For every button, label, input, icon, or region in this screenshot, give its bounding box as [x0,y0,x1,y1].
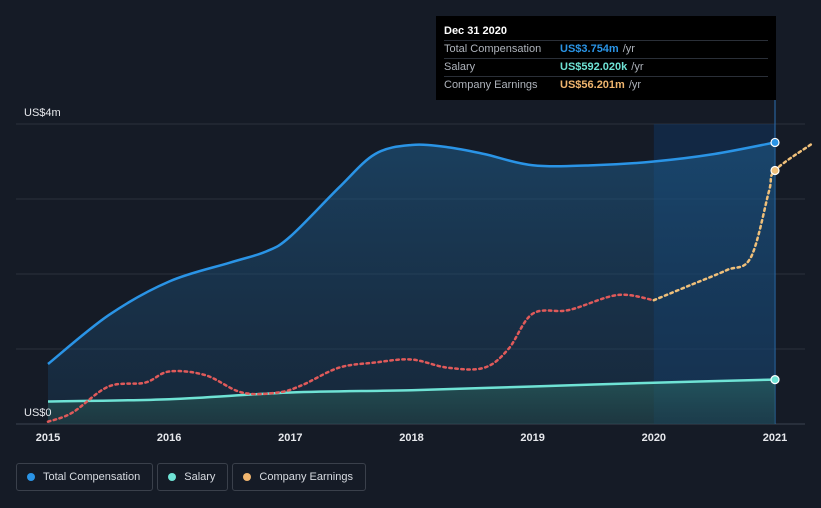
y-tick-label: US$0 [24,407,52,419]
legend-label: Total Compensation [43,471,141,483]
tooltip-key: Salary [444,61,476,73]
tooltip-unit: /yr [622,43,635,55]
salary-line [47,378,776,403]
legend-item-salary[interactable]: Salary [157,463,229,491]
total-compensation-area [48,142,775,424]
tooltip-row-salary: Salary US$592.020k /yr [444,58,768,76]
tooltip-date: Dec 31 2020 [444,25,507,37]
x-tick-label: 2021 [763,432,787,444]
x-tick-label: 2018 [399,432,423,444]
legend-dot-icon [168,473,177,481]
chart-tooltip: Dec 31 2020 Total Compensation US$3.754m… [436,16,776,100]
tooltip-key: Company Earnings [444,79,538,91]
legend-label: Salary [184,471,216,483]
tooltip-value: US$592.020k [560,61,628,73]
legend-item-company-earnings[interactable]: Company Earnings [232,463,366,491]
y-tick-label: US$4m [24,107,61,119]
legend-label: Company Earnings [259,471,353,483]
x-tick-label: 2019 [520,432,544,444]
chart-legend: Total Compensation Salary Company Earnin… [16,463,366,491]
salary-area [48,379,775,424]
tooltip-key: Total Compensation [444,43,542,55]
legend-item-total-compensation[interactable]: Total Compensation [16,463,154,491]
tooltip-row-total-compensation: Total Compensation US$3.754m /yr [444,40,768,58]
x-tick-label: 2020 [642,432,666,444]
total-compensation-line [47,141,776,365]
tooltip-row-company-earnings: Company Earnings US$56.201m /yr [444,76,768,94]
x-tick-label: 2017 [278,432,302,444]
legend-dot-icon [243,473,252,481]
x-tick-label: 2015 [36,432,60,444]
legend-dot-icon [27,473,35,481]
x-tick-label: 2016 [157,432,181,444]
tooltip-unit: /yr [631,61,644,73]
tooltip-value: US$56.201m [560,79,625,91]
tooltip-unit: /yr [628,79,642,91]
company-earnings-marker [770,165,780,176]
company-earnings-line [46,293,656,423]
tooltip-value: US$3.754m [560,43,619,55]
total-compensation-marker [770,137,780,148]
salary-marker [770,374,780,385]
